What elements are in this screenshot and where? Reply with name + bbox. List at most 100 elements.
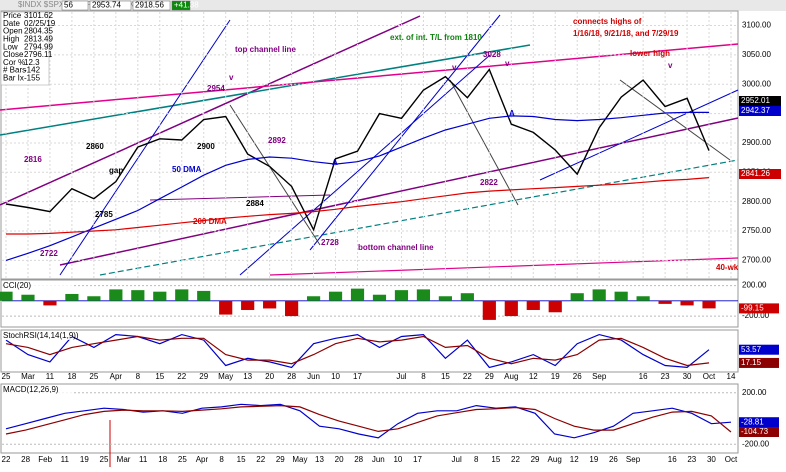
annotation: 1/16/18, 9/21/18, and 7/29/19 [573,29,679,38]
price-box [739,96,781,106]
x-tick-label: Aug [504,372,518,381]
bar [482,300,496,320]
stochrsi-panel [0,329,739,373]
bar [548,300,562,313]
bar [702,300,716,309]
y-tick-label: 200.00 [742,388,767,397]
x-tick-label: Sep [626,455,641,464]
x-tick-label: 13 [315,455,324,464]
toolbar [0,0,786,11]
value-box-label: -28.81 [741,417,764,426]
value-box-label: 53.57 [741,345,762,354]
x-tick-label: 26 [609,455,618,464]
bar [219,300,233,315]
x-tick-label: Jun [307,372,320,381]
x-tick-label: Mar [117,455,131,464]
quote-box [171,0,191,11]
value-box [739,417,779,428]
series-label: 200 DMA [193,217,227,226]
x-tick-label: 29 [199,372,208,381]
x-tick-label: Jun [372,455,385,464]
bar [350,288,365,301]
x-tick-label: 11 [61,455,70,464]
bar [197,290,211,301]
quote-box [132,0,171,11]
title-bg [2,331,72,340]
quote-box [89,0,132,11]
panel-title: StochRSI(14,14(1,9)) [3,331,79,340]
annotation: 40-wk [716,263,739,272]
x-tick-label: 28 [354,455,363,464]
trend-lines [0,14,739,467]
y-tick-label: 3100.00 [742,21,771,30]
wedge-line-2 [619,79,731,161]
info-label: # Bars [3,66,26,75]
annotation: v [505,59,510,68]
x-tick-label: 29 [485,372,494,381]
channel-purple [149,194,331,201]
value-box-label: 17.15 [741,358,762,367]
annotation: connects highs of [573,17,642,26]
info-label: Price [3,11,22,20]
value-box [739,357,779,368]
annotation: ext. of int. T/L from 1810 [390,33,482,42]
wedge-line-3 [229,104,321,246]
bar [241,300,255,310]
annotation: 2728 [321,238,339,247]
value-box [739,303,779,314]
annotation: v [452,63,457,72]
x-tick-label: 12 [570,455,579,464]
top-channel-line [0,15,421,206]
x-tick-label: 10 [393,455,402,464]
bar [131,290,145,301]
series-line [5,68,710,232]
annotation: 2900 [197,142,215,151]
price-panel [0,10,739,280]
price-box-label: 2942.37 [741,106,770,115]
x-tick-label: 26 [573,372,582,381]
x-tick-label: 8 [474,455,479,464]
y-tick-label: 3050.00 [742,50,771,59]
annotation: v [229,73,234,82]
quote-value: 56 [64,1,73,10]
x-tick-label: Oct [725,455,738,464]
price-box [739,169,781,179]
series-line [5,335,710,367]
bar [416,289,431,301]
channel-blue-1 [59,19,231,276]
x-tick-label: 13 [243,372,252,381]
x-tick-label: Sep [592,372,607,381]
bar [65,293,79,301]
series-line [5,333,710,369]
x-tick-label: 11 [139,455,148,464]
info-value: 02/25/19 [24,19,56,28]
bar [87,296,101,301]
annotation: 2954 [207,84,225,93]
info-label: Bar Ix [3,74,24,83]
bar [592,289,606,301]
info-label: Close [3,50,24,59]
x-tick-label: Jul [396,372,406,381]
channel-blue-2 [309,14,501,251]
x-tick-label: 17 [353,372,362,381]
info-box [0,11,50,86]
bar [636,296,650,301]
bar [372,294,387,301]
info-label: High [3,35,19,44]
annotation: 2884 [246,199,264,208]
quote-value: 2918.56 [135,1,164,10]
x-tick-label: Apr [110,372,123,381]
x-tick-label: Aug [548,455,562,464]
x-tick-label: 22 [177,372,186,381]
y-tick-label: 2900.00 [742,138,771,147]
info-label: Open [3,27,23,36]
panel-title: CCI(20) [3,281,31,290]
annotation: top channel line [235,45,296,54]
annotation: 2816 [24,155,42,164]
y-tick-label: 2750.00 [742,226,771,235]
bar [285,300,299,317]
x-tick-label: 11 [46,372,55,381]
quote-box [61,0,89,11]
bar [460,293,474,301]
